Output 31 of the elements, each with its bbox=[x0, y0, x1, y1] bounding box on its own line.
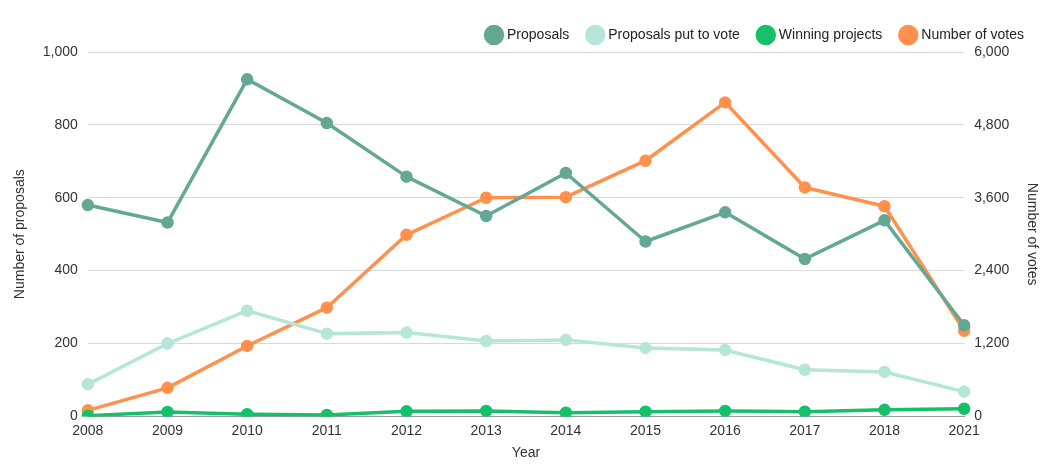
x-tick-label: 2012 bbox=[390, 421, 423, 438]
y2-axis-title: Number of votes bbox=[1024, 182, 1041, 286]
x-tick-label: 2010 bbox=[231, 421, 263, 438]
y2-tick-label: 4,800 bbox=[974, 115, 1010, 132]
y-tick-label: 0 bbox=[70, 407, 79, 424]
x-tick-label: 2016 bbox=[709, 421, 741, 438]
y2-tick-label: 0 bbox=[974, 407, 983, 424]
x-tick-label: 2011 bbox=[311, 421, 343, 438]
x-axis-title: Year bbox=[511, 444, 541, 461]
y2-tick-label: 3,600 bbox=[974, 188, 1010, 205]
legend-label: Proposals bbox=[507, 25, 570, 42]
x-tick-label: 2015 bbox=[629, 421, 662, 438]
legend-label: Winning projects bbox=[778, 25, 883, 42]
y-tick-label: 800 bbox=[54, 115, 79, 132]
x-tick-label: 2013 bbox=[470, 421, 502, 438]
y-tick-label: 400 bbox=[54, 261, 79, 278]
x-tick-label: 2014 bbox=[550, 421, 582, 438]
y-tick-label: 1,000 bbox=[42, 42, 79, 59]
y-axis-title: Number of proposals bbox=[11, 169, 28, 300]
x-tick-label: 2009 bbox=[151, 421, 184, 438]
y2-tick-label: 6,000 bbox=[974, 42, 1010, 59]
y2-tick-label: 1,200 bbox=[974, 334, 1010, 351]
x-tick-label: 2017 bbox=[789, 421, 821, 438]
x-tick-label: 2018 bbox=[868, 421, 901, 438]
x-tick-label: 2021 bbox=[948, 421, 980, 438]
legend-label: Number of votes bbox=[921, 25, 1025, 42]
y-tick-label: 200 bbox=[54, 334, 79, 351]
y-tick-label: 600 bbox=[54, 188, 79, 205]
y2-tick-label: 2,400 bbox=[974, 261, 1010, 278]
legend-label: Proposals put to vote bbox=[608, 25, 741, 42]
x-tick-label: 2008 bbox=[72, 421, 104, 438]
